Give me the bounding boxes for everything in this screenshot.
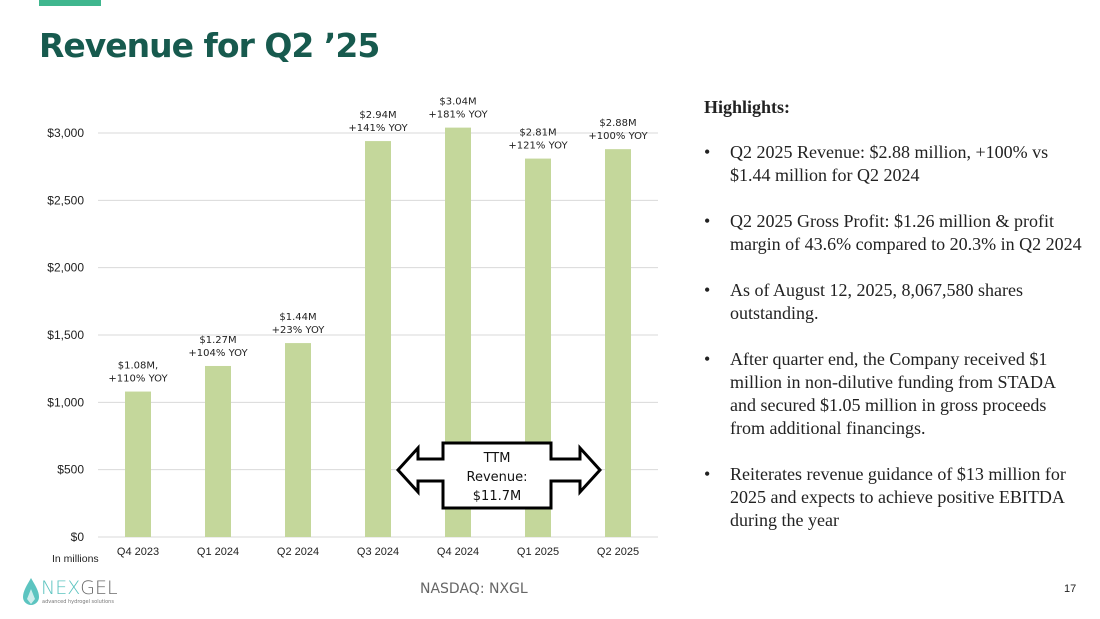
ticker-symbol: NASDAQ: NXGL (420, 581, 528, 597)
data-label-value: $1.08M, (118, 361, 158, 372)
bullet-icon: • (704, 349, 711, 369)
y-axis-ticks: $0 $500 $1,000 $1,500 $2,000 $2,500 $3,000 (47, 126, 84, 544)
y-tick-label: $1,500 (47, 328, 84, 342)
ttm-label-line: TTM (483, 451, 511, 466)
highlights-panel: Highlights: • Q2 2025 Revenue: $2.88 mill… (704, 96, 1084, 555)
data-label-value: $3.04M (439, 97, 476, 108)
highlight-item: • Q2 2025 Gross Profit: $1.26 million & p… (704, 210, 1084, 256)
highlight-item: • As of August 12, 2025, 8,067,580 shares… (704, 279, 1084, 325)
data-label-yoy: +104% YOY (188, 348, 248, 359)
data-label-yoy: +121% YOY (508, 141, 568, 152)
y-tick-label: $2,500 (47, 193, 84, 207)
y-tick-label: $500 (57, 463, 84, 477)
droplet-logo-icon (23, 578, 39, 605)
data-labels: $1.08M, +110% YOY $1.27M +104% YOY $1.44M +23… (108, 97, 648, 385)
data-label-yoy: +141% YOY (348, 123, 408, 134)
ttm-label-line: Revenue: (467, 470, 528, 485)
data-label-yoy: +23% YOY (272, 325, 326, 336)
y-tick-label: $1,000 (47, 395, 84, 409)
data-label-value: $2.81M (519, 128, 556, 139)
highlight-text: Q2 2025 Gross Profit: $1.26 million & pr… (730, 211, 1082, 254)
page-number: 17 (1064, 583, 1077, 595)
bullet-icon: • (704, 211, 711, 231)
highlight-item: • Q2 2025 Revenue: $2.88 million, +100% v… (704, 141, 1084, 187)
ttm-label-line: $11.7M (473, 489, 521, 504)
x-tick-label: Q2 2025 (597, 546, 639, 558)
x-tick-label: Q2 2024 (277, 546, 319, 558)
data-label-yoy: +181% YOY (428, 110, 488, 121)
highlight-item: • Reiterates revenue guidance of $13 mill… (704, 463, 1084, 532)
x-tick-label: Q1 2025 (517, 546, 559, 558)
logo-wordmark: NEXGEL (41, 577, 118, 599)
data-label-value: $1.44M (279, 312, 316, 323)
page-title: Revenue for Q2 ’25 (39, 26, 380, 65)
bar-q4-2023 (125, 391, 151, 537)
x-axis-ticks: Q4 2023 Q1 2024 Q2 2024 Q3 2024 Q4 2024 Q1 20… (117, 546, 639, 558)
bar-q2-2024 (285, 343, 311, 537)
ttm-annotation: TTM Revenue: $11.7M (395, 441, 603, 510)
bullet-icon: • (704, 142, 711, 162)
units-note: In millions (52, 553, 99, 565)
data-label-value: $2.94M (359, 110, 396, 121)
data-label-yoy: +110% YOY (108, 374, 168, 385)
bar-q3-2024 (365, 141, 391, 537)
data-label-value: $1.27M (199, 335, 236, 346)
highlight-text: After quarter end, the Company received … (730, 349, 1056, 438)
double-arrow-icon (395, 441, 603, 510)
bar-q1-2024 (205, 365, 231, 537)
x-tick-label: Q3 2024 (357, 546, 399, 558)
highlight-text: As of August 12, 2025, 8,067,580 shares … (730, 280, 1023, 323)
x-tick-label: Q4 2023 (117, 546, 159, 558)
bar-q2-2025 (605, 149, 631, 537)
logo-tagline: advanced hydrogel solutions (42, 599, 114, 605)
bullet-icon: • (704, 280, 711, 300)
highlight-item: • After quarter end, the Company received… (704, 348, 1084, 440)
nexgel-logo: NEXGEL advanced hydrogel solutions (22, 577, 132, 609)
x-tick-label: Q4 2024 (437, 546, 479, 558)
data-label-value: $2.88M (599, 118, 636, 129)
y-tick-label: $3,000 (47, 126, 84, 140)
data-label-yoy: +100% YOY (588, 131, 648, 142)
highlight-text: Reiterates revenue guidance of $13 milli… (730, 464, 1066, 530)
highlights-heading: Highlights: (704, 97, 791, 117)
y-tick-label: $2,000 (47, 261, 84, 275)
accent-bar (39, 0, 101, 6)
x-tick-label: Q1 2024 (197, 546, 239, 558)
highlights-list: • Q2 2025 Revenue: $2.88 million, +100% v… (704, 141, 1084, 532)
y-tick-label: $0 (71, 530, 85, 544)
highlight-text: Q2 2025 Revenue: $2.88 million, +100% vs… (730, 142, 1049, 185)
bullet-icon: • (704, 464, 711, 484)
